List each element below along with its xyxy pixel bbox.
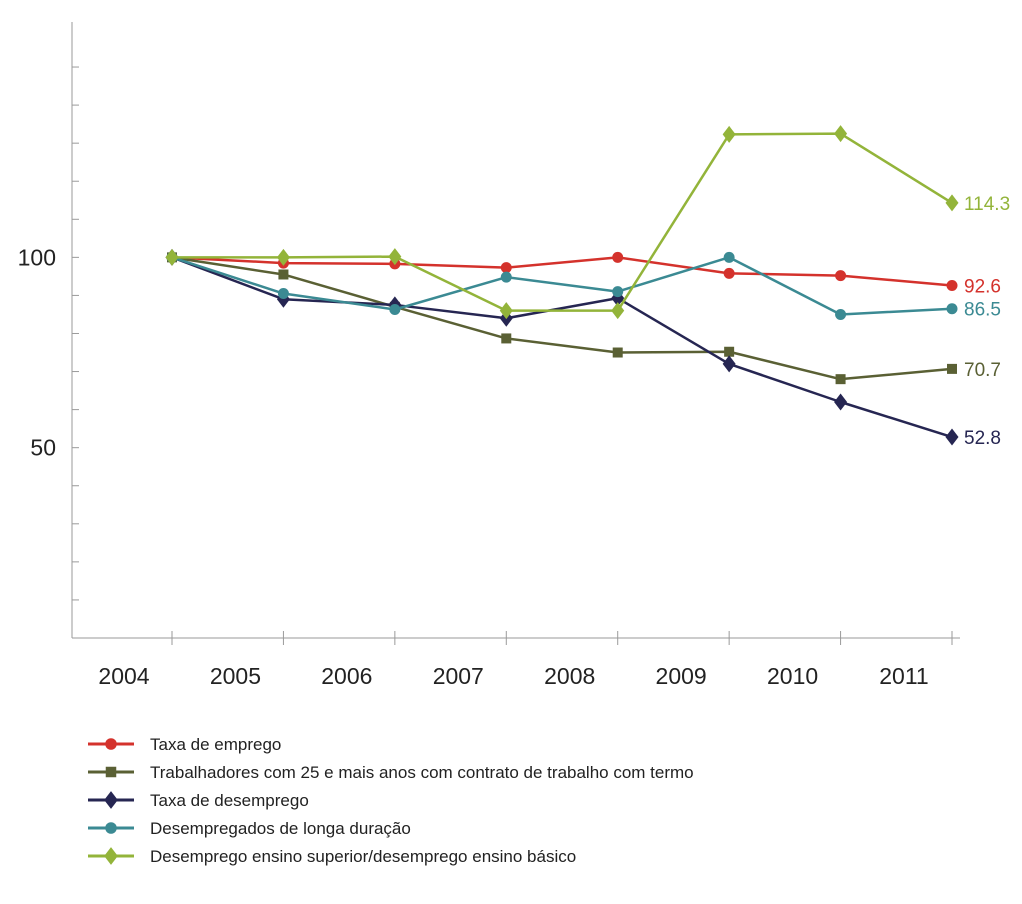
- data-point: [389, 304, 400, 315]
- data-point: [613, 348, 623, 358]
- data-point: [835, 309, 846, 320]
- x-tick-label: 2004: [98, 663, 149, 689]
- end-value-label: 114.3: [964, 194, 1010, 215]
- axes: 100 50 2004 2005 2006 2007 2008 2009 2010 2011: [18, 22, 960, 689]
- legend-item: Desemprego ensino superior/desemprego en…: [88, 847, 576, 866]
- data-point: [724, 252, 735, 263]
- legend-swatch-marker: [104, 847, 118, 865]
- legend-swatch-marker: [105, 822, 117, 834]
- legend: Taxa de emprego Trabalhadores com 25 e ma…: [88, 735, 694, 866]
- x-tick-label: 2005: [210, 663, 261, 689]
- data-point: [947, 303, 958, 314]
- x-tick-label: 2008: [544, 663, 595, 689]
- legend-item: Desempregados de longa duração: [88, 819, 411, 838]
- data-point: [501, 333, 511, 343]
- labels-layer: 92.6 70.7 52.8 86.5 114.3: [964, 194, 1010, 449]
- data-point: [723, 355, 736, 372]
- legend-swatch-marker: [104, 791, 118, 809]
- legend-swatch-marker: [106, 767, 117, 778]
- x-tick-label: 2009: [656, 663, 707, 689]
- data-point: [834, 125, 847, 142]
- data-point: [946, 429, 959, 446]
- legend-label: Taxa de desemprego: [150, 791, 309, 810]
- data-point: [501, 272, 512, 283]
- legend-label: Trabalhadores com 25 e mais anos com con…: [150, 763, 694, 782]
- data-point: [166, 249, 179, 266]
- legend-item: Trabalhadores com 25 e mais anos com con…: [88, 763, 694, 782]
- legend-label: Desempregados de longa duração: [150, 819, 411, 838]
- legend-item: Taxa de desemprego: [88, 791, 309, 810]
- end-value-label: 70.7: [964, 360, 1001, 381]
- legend-label: Taxa de emprego: [150, 735, 281, 754]
- x-tick-label: 2006: [321, 663, 372, 689]
- data-point: [612, 252, 623, 263]
- data-point: [278, 269, 288, 279]
- data-point: [836, 374, 846, 384]
- x-tick-label: 2011: [879, 663, 928, 689]
- y-tick-label: 100: [18, 244, 56, 270]
- data-point: [724, 268, 735, 279]
- legend-swatch-marker: [105, 738, 117, 750]
- end-value-label: 92.6: [964, 277, 1001, 298]
- series-layer: [166, 125, 959, 445]
- data-point: [835, 270, 846, 281]
- legend-item: Taxa de emprego: [88, 735, 281, 754]
- data-point: [947, 280, 958, 291]
- data-point: [946, 194, 959, 211]
- y-tick-label: 50: [30, 435, 56, 461]
- series-line: [172, 257, 952, 314]
- x-tick-label: 2007: [433, 663, 484, 689]
- legend-label: Desemprego ensino superior/desemprego en…: [150, 847, 576, 866]
- series-line: [172, 257, 952, 285]
- data-point: [947, 364, 957, 374]
- data-point: [501, 262, 512, 273]
- x-tick-label: 2010: [767, 663, 818, 689]
- data-point: [278, 288, 289, 299]
- data-point: [724, 347, 734, 357]
- end-value-label: 86.5: [964, 300, 1001, 321]
- data-point: [834, 394, 847, 411]
- data-point: [612, 286, 623, 297]
- end-value-label: 52.8: [964, 428, 1001, 449]
